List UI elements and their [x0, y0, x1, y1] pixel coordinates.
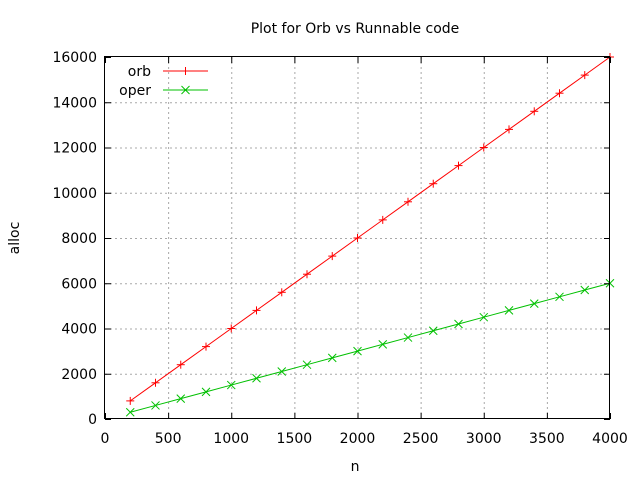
- x-tick-label: 500: [155, 431, 182, 447]
- data-point-orb: [252, 306, 261, 315]
- axis-ticks: [105, 57, 611, 420]
- tick-labels: 0 500 1000 1500 2000 2500 3000 3500 4000 0 2000 400…: [52, 50, 627, 447]
- data-point-oper: [302, 360, 312, 370]
- point-marker-d2: [226, 380, 236, 390]
- point-marker-d2: [580, 285, 590, 295]
- point-marker-d2: [479, 312, 489, 322]
- legend-label: oper: [119, 83, 151, 99]
- y-tick-label: 10000: [52, 186, 97, 202]
- x-tick-label: 3000: [466, 431, 502, 447]
- point-marker-d2: [504, 306, 514, 315]
- data-point-oper: [479, 312, 489, 322]
- data-point-oper: [151, 401, 160, 410]
- data-point-orb: [126, 396, 135, 405]
- chart-title: Plot for Orb vs Runnable code: [251, 21, 460, 37]
- y-tick-label: 14000: [52, 95, 97, 111]
- legend-entry-orb: orb: [128, 64, 208, 80]
- point-marker-d2: [529, 299, 539, 308]
- y-axis-label: alloc: [7, 222, 23, 255]
- y-tick-label: 2000: [61, 367, 97, 383]
- data-point-orb: [227, 324, 236, 333]
- x-tick-label: 2500: [403, 431, 439, 447]
- y-tick-label: 6000: [61, 276, 97, 292]
- data-point-orb: [479, 143, 488, 152]
- legend-marker-d2: [181, 85, 190, 95]
- data-point-orb: [530, 107, 539, 116]
- point-marker-d2: [327, 353, 337, 363]
- point-marker-d2: [151, 401, 160, 410]
- x-tick-label: 0: [101, 431, 110, 447]
- legend: orb oper: [119, 64, 208, 99]
- plot-frame: [104, 56, 610, 419]
- y-tick-label: 0: [88, 412, 97, 428]
- y-tick-label: 8000: [61, 231, 97, 247]
- point-marker-d2: [555, 292, 564, 302]
- point-marker-d2: [302, 360, 312, 370]
- x-tick-label: 1000: [213, 431, 249, 447]
- point-marker-d2: [252, 373, 261, 383]
- data-point-orb: [151, 378, 160, 387]
- data-point-orb: [176, 360, 185, 369]
- y-tick-label: 4000: [61, 322, 97, 338]
- data-point-oper: [504, 306, 514, 315]
- point-marker-d2: [454, 319, 463, 329]
- grid-lines: [105, 57, 610, 419]
- data-point-oper: [226, 380, 236, 390]
- data-point-oper: [454, 319, 463, 329]
- data-point-oper: [529, 299, 539, 308]
- data-point-orb: [555, 89, 564, 98]
- data-point-oper: [252, 373, 261, 383]
- data-point-orb: [404, 197, 412, 206]
- x-tick-label: 3500: [529, 431, 565, 447]
- series-orb: [126, 53, 614, 405]
- point-marker-d2: [176, 394, 186, 403]
- legend-label: orb: [128, 64, 151, 80]
- x-tick-label: 1500: [277, 431, 313, 447]
- data-point-oper: [555, 292, 564, 302]
- point-marker-d2: [353, 346, 362, 356]
- series-layer: [125, 53, 615, 417]
- data-point-orb: [328, 252, 337, 261]
- data-point-oper: [125, 407, 135, 417]
- data-point-orb: [454, 161, 463, 170]
- data-point-oper: [277, 367, 287, 376]
- data-point-orb: [429, 179, 438, 188]
- point-marker-d2: [125, 407, 135, 417]
- data-point-orb: [277, 288, 286, 297]
- data-point-orb: [580, 71, 589, 80]
- data-point-oper: [378, 339, 388, 349]
- point-marker-d2: [428, 326, 438, 336]
- series-line-oper: [130, 282, 611, 413]
- x-tick-label: 2000: [340, 431, 376, 447]
- data-point-oper: [353, 346, 362, 356]
- point-marker-d2: [201, 387, 211, 397]
- point-marker-d2: [403, 333, 413, 342]
- point-marker-d2: [378, 339, 388, 349]
- data-point-oper: [327, 353, 337, 363]
- data-point-oper: [403, 333, 413, 342]
- data-point-orb: [202, 342, 210, 351]
- data-point-orb: [303, 270, 311, 279]
- data-point-oper: [428, 326, 438, 336]
- data-point-orb: [505, 125, 513, 134]
- data-point-oper: [176, 394, 186, 403]
- y-tick-label: 16000: [52, 50, 97, 66]
- y-tick-label: 12000: [52, 141, 97, 157]
- data-point-oper: [201, 387, 211, 397]
- data-point-orb: [353, 234, 362, 242]
- x-axis-label: n: [351, 459, 360, 475]
- data-point-oper: [580, 285, 590, 295]
- x-tick-label: 4000: [592, 431, 628, 447]
- series-oper: [125, 278, 615, 417]
- legend-entry-oper: oper: [119, 83, 208, 99]
- data-point-orb: [378, 215, 387, 224]
- point-marker-d2: [277, 367, 287, 376]
- series-line-orb: [129, 56, 611, 402]
